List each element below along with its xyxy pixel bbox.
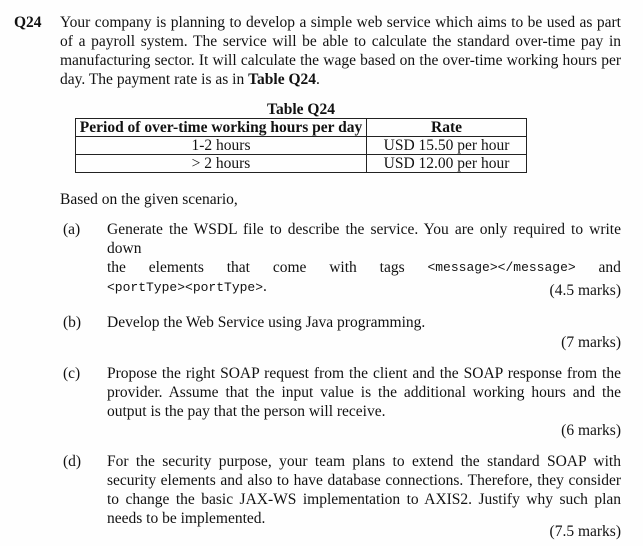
part-a-text: Generate the WSDL file to describe the s… (107, 220, 621, 297)
word: that (226, 259, 250, 276)
table-title: Table Q24 (267, 101, 335, 118)
table-cell: USD 15.50 per hour (366, 136, 527, 155)
intro-table-ref: Table Q24 (248, 71, 317, 88)
table-header-row: Period of over-time working hours per da… (75, 118, 527, 137)
table-cell: > 2 hours (75, 154, 367, 173)
word: elements (148, 259, 204, 276)
intro-end: . (316, 71, 320, 88)
part-b-text: Develop the Web Service using Java progr… (107, 314, 426, 331)
code-message-tag: <message></message> (427, 260, 576, 275)
part-c-label: (c) (63, 365, 81, 382)
question-intro: Your company is planning to develop a si… (60, 13, 621, 89)
part-a-line2: the elements that come with tags <messag… (107, 258, 621, 277)
part-d-marks: (7.5 marks) (549, 523, 621, 540)
intro-text: Your company is planning to develop a si… (60, 14, 621, 88)
rate-table: Period of over-time working hours per da… (75, 118, 527, 173)
code-porttype-tag: <portType><portType> (107, 280, 264, 295)
table-cell: 1-2 hours (75, 136, 367, 155)
word: and (598, 259, 621, 276)
table-row: > 2 hours USD 12.00 per hour (75, 154, 527, 173)
word: the (107, 259, 126, 276)
word: come (272, 259, 307, 276)
scenario-text: Based on the given scenario, (60, 191, 238, 208)
word: tags (379, 259, 405, 276)
part-a-marks: (4.5 marks) (549, 282, 621, 299)
part-a-end: . (263, 278, 267, 295)
part-b-marks: (7 marks) (561, 334, 621, 351)
question-number: Q24 (14, 14, 42, 31)
part-d-text: For the security purpose, your team plan… (107, 453, 621, 527)
table-header: Rate (366, 118, 527, 137)
part-c-marks: (6 marks) (561, 422, 621, 439)
table-cell: USD 12.00 per hour (366, 154, 527, 173)
part-b-label: (b) (63, 314, 82, 331)
part-c-text: Propose the right SOAP request from the … (107, 365, 621, 420)
word: with (329, 259, 357, 276)
part-a-line1: Generate the WSDL file to describe the s… (107, 221, 621, 257)
part-d-label: (d) (63, 453, 82, 470)
table-header: Period of over-time working hours per da… (75, 118, 367, 137)
table-row: 1-2 hours USD 15.50 per hour (75, 136, 527, 155)
part-a-label: (a) (63, 221, 81, 238)
